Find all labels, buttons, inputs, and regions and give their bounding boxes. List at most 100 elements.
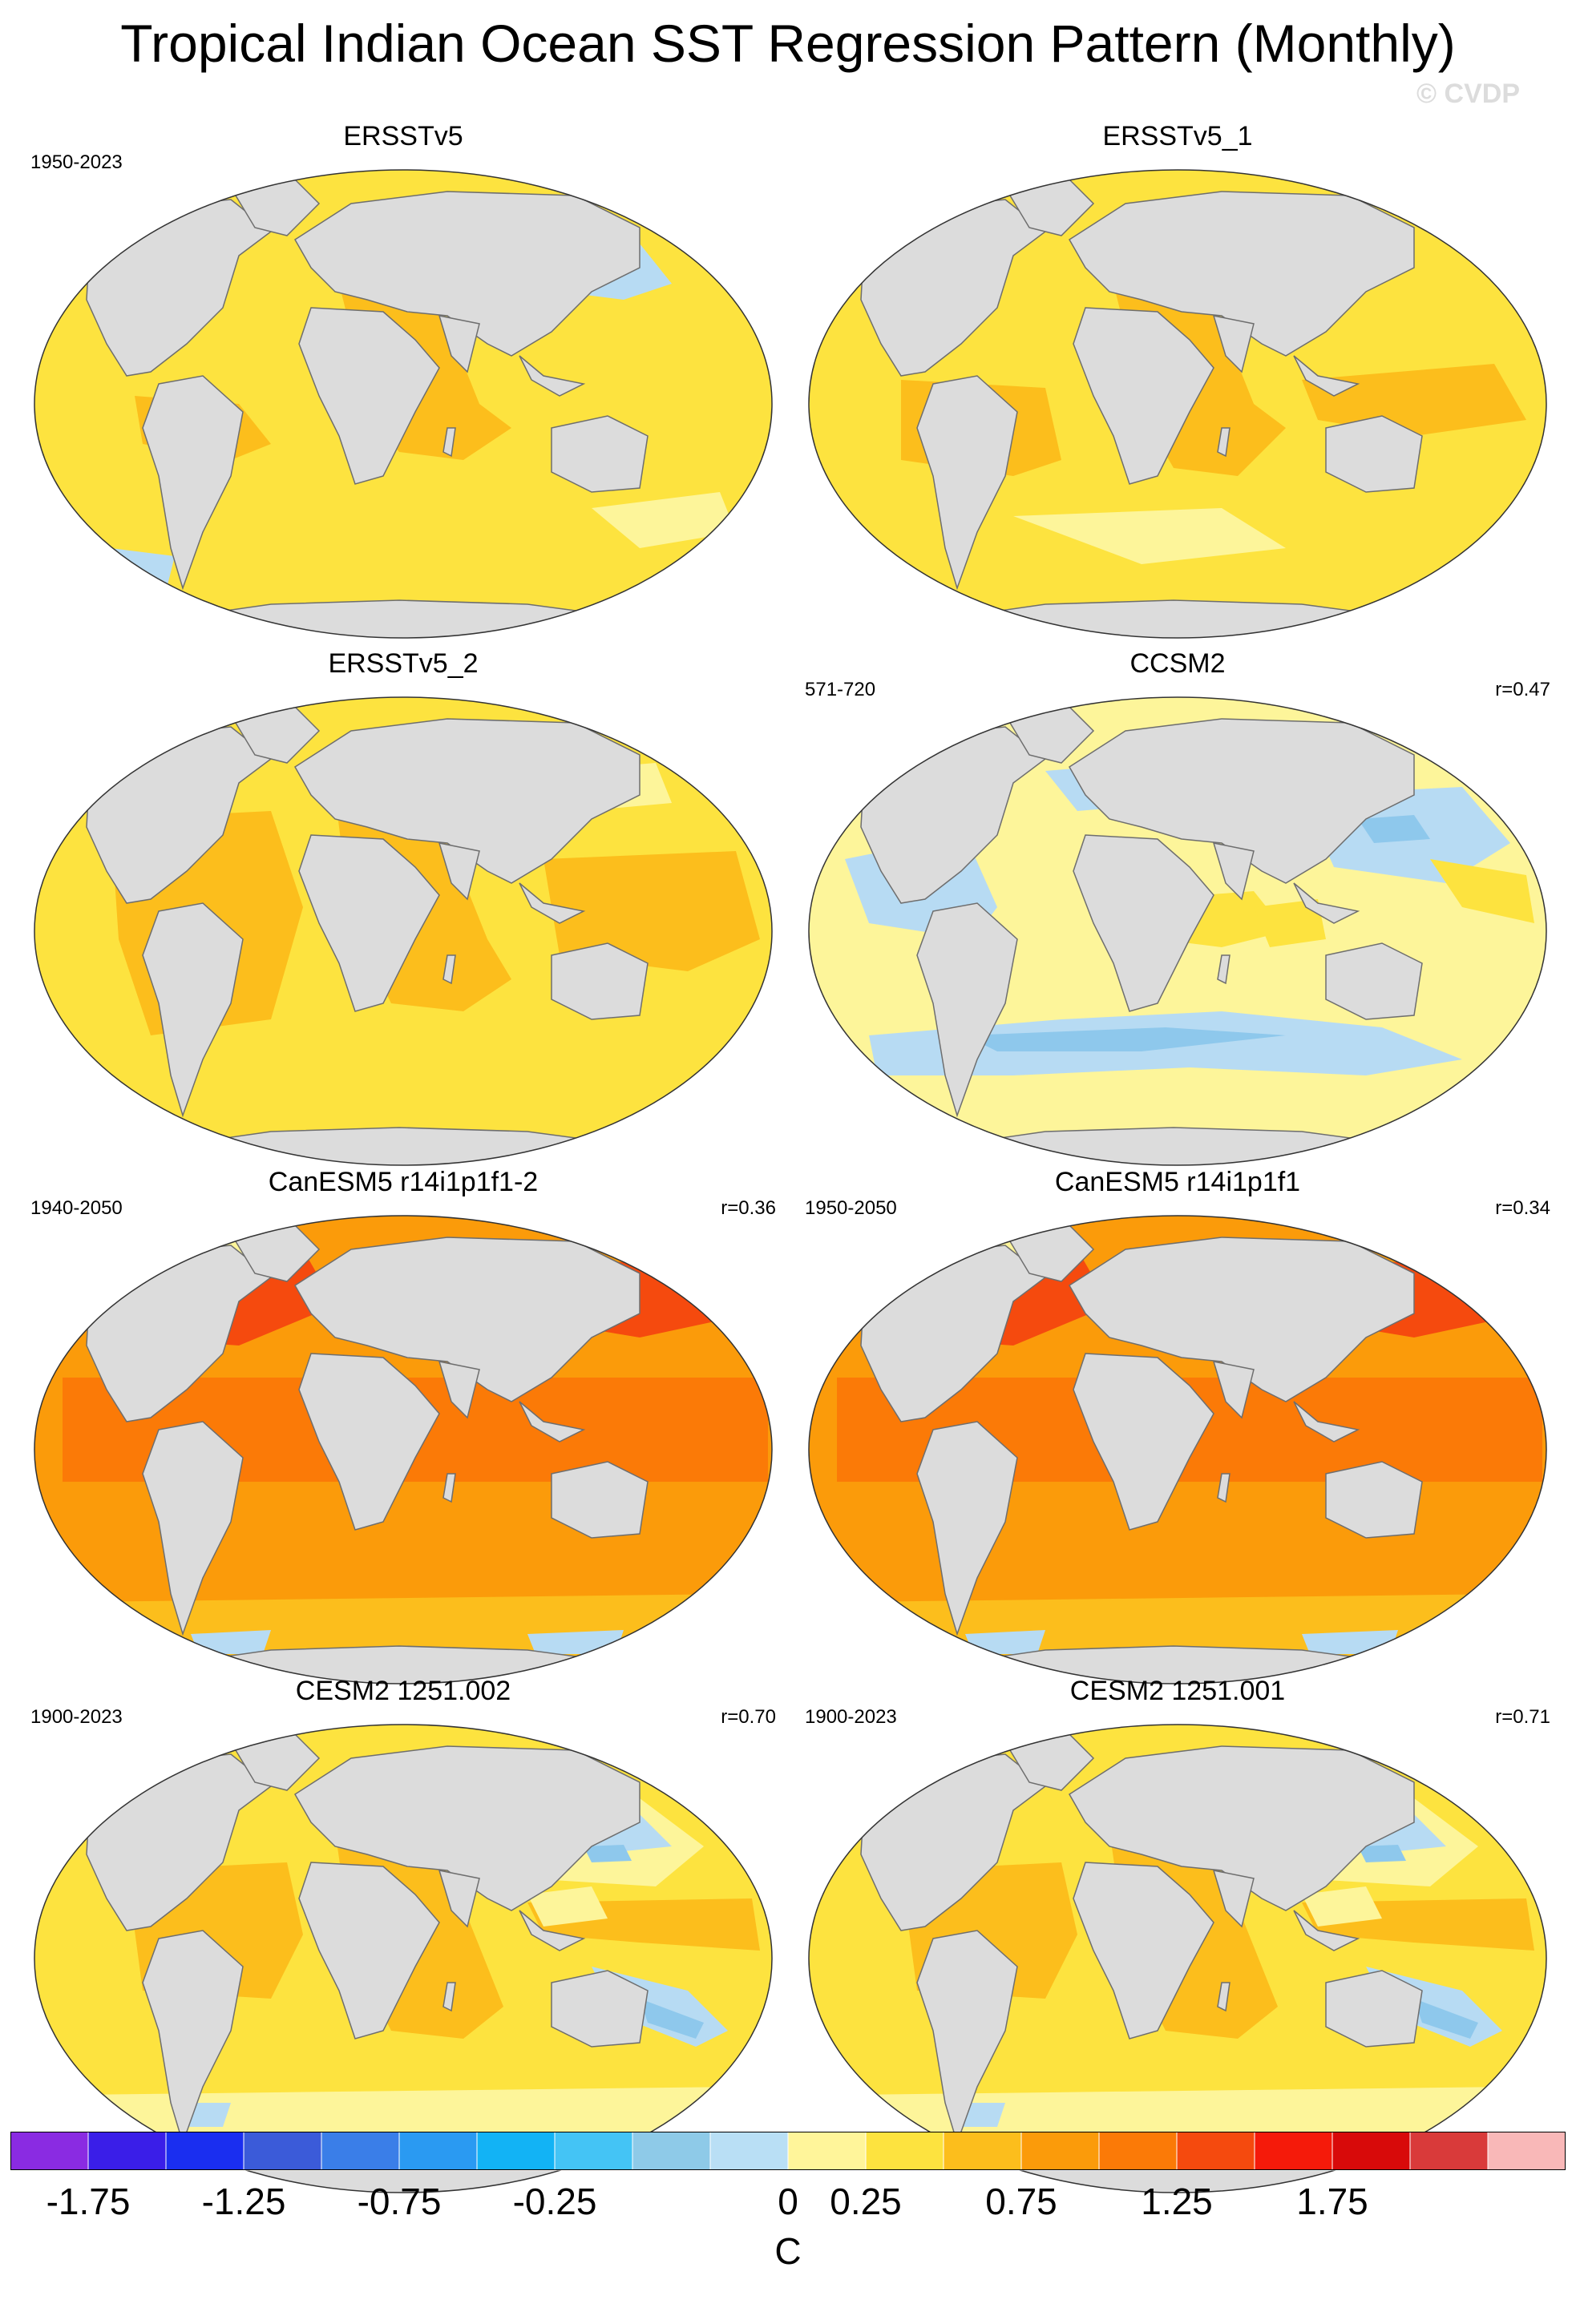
landmass-madagascar (1217, 427, 1230, 458)
landmass-seasia (519, 355, 586, 397)
panel-title: CCSM2 (1129, 648, 1226, 679)
sst-map (34, 169, 773, 639)
watermark: © CVDP (1416, 79, 1520, 109)
colorbar-swatch (1254, 2132, 1333, 2171)
landmass-india (1212, 1361, 1255, 1419)
landmass-seasia (1293, 355, 1360, 397)
map-border (808, 169, 1547, 639)
landmass-seasia (519, 1401, 586, 1442)
map-border (34, 1215, 773, 1684)
landmass-india (1212, 1870, 1255, 1928)
landmass-africa (298, 1353, 440, 1531)
landmass-samerica (142, 375, 244, 591)
landmass-eurasia (1068, 718, 1415, 884)
landmass-africa (1073, 834, 1214, 1012)
landmass-madagascar (442, 954, 456, 985)
colorbar-swatch (87, 2132, 167, 2171)
colorbar-swatch (632, 2132, 711, 2171)
sst-anomaly-region (1414, 1999, 1478, 2039)
panel-title: CanESM5 r14i1p1f1 (1054, 1167, 1301, 1197)
colorbar-swatch (1487, 2132, 1566, 2171)
landmass-africa (1073, 1353, 1214, 1531)
colorbar-swatch (943, 2132, 1022, 2171)
landmass-madagascar (1217, 1982, 1230, 2012)
panel-correlation: r=0.71 (1495, 1706, 1550, 1728)
sst-map (808, 1215, 1547, 1684)
landmass-seasia (1293, 882, 1360, 924)
sst-anomaly-region (965, 1027, 1286, 1051)
landmass-india (438, 315, 480, 373)
colorbar-tick-label: 0.75 (985, 2181, 1057, 2222)
landmass-eurasia (1068, 191, 1415, 357)
landmass-seasia (1293, 1910, 1360, 1951)
sst-anomaly-region (527, 1886, 608, 1927)
colorbar-tick-label: -0.75 (357, 2181, 442, 2222)
panel-title: ERSSTv5 (343, 121, 463, 151)
landmass-india (438, 842, 480, 901)
sst-anomaly-region (1302, 1630, 1398, 1654)
landmass-australia (551, 1461, 649, 1539)
panel-title: CESM2 1251.001 (1069, 1676, 1286, 1706)
landmass-madagascar (442, 1982, 456, 2012)
landmass-australia (551, 1970, 649, 2048)
landmass-australia (1325, 1970, 1423, 2048)
panel-title: CESM2 1251.002 (295, 1676, 511, 1706)
landmass-samerica (142, 1421, 244, 1636)
colorbar-swatch (787, 2132, 867, 2171)
colorbar-swatch (1332, 2132, 1411, 2171)
landmass-madagascar (442, 1473, 456, 1503)
map-border (34, 696, 773, 1166)
landmass-samerica (916, 375, 1018, 591)
colorbar-swatch (165, 2132, 244, 2171)
panel-period: 1900-2023 (30, 1706, 123, 1728)
colorbar-tick-label: 1.75 (1296, 2181, 1368, 2222)
landmass-samerica (916, 1930, 1018, 2145)
panel-title: ERSSTv5_1 (1102, 121, 1253, 151)
sst-anomaly-region (1358, 1845, 1406, 1862)
map-panel: ERSSTv5 1950-2023 (30, 120, 776, 673)
landmass-australia (551, 415, 649, 493)
sst-anomaly-region (191, 1630, 271, 1654)
panel-correlation: r=0.34 (1495, 1197, 1550, 1219)
landmass-india (438, 1361, 480, 1419)
landmass-samerica (916, 902, 1018, 1118)
colorbar-tick-label: 0 (778, 2181, 798, 2222)
map-panel: CanESM5 r14i1p1f1 1950-2050 r=0.34 (805, 1166, 1550, 1719)
sst-map (34, 696, 773, 1166)
landmass-madagascar (1217, 954, 1230, 985)
landmass-eurasia (293, 718, 641, 884)
panel-period: 1940-2050 (30, 1197, 123, 1219)
landmass-africa (1073, 1862, 1214, 2040)
landmass-eurasia (293, 1237, 641, 1402)
sst-anomaly-region (544, 851, 760, 971)
panel-correlation: r=0.47 (1495, 679, 1550, 700)
sst-anomaly-region (584, 1845, 632, 1862)
landmass-india (1212, 315, 1255, 373)
sst-map (808, 169, 1547, 639)
landmass-seasia (1293, 1401, 1360, 1442)
landmass-eurasia (1068, 1237, 1415, 1402)
colorbar-swatch (1020, 2132, 1100, 2171)
map-border (808, 1724, 1547, 2193)
landmass-africa (1073, 307, 1214, 485)
panel-title: ERSSTv5_2 (328, 648, 479, 679)
sst-anomaly-region (527, 1630, 624, 1654)
map-border (808, 1215, 1547, 1684)
landmass-eurasia (1068, 1745, 1415, 1911)
sst-anomaly-region (1302, 1886, 1382, 1927)
landmass-australia (551, 942, 649, 1020)
colorbar (10, 2132, 1566, 2171)
landmass-india (438, 1870, 480, 1928)
landmass-madagascar (442, 427, 456, 458)
colorbar-tick-label: 0.25 (830, 2181, 902, 2222)
landmass-africa (298, 1862, 440, 2040)
landmass-india (1212, 842, 1255, 901)
map-panel: CCSM2 571-720 r=0.47 (805, 648, 1550, 1200)
landmass-madagascar (1217, 1473, 1230, 1503)
sst-anomaly-region (640, 1999, 704, 2039)
colorbar-swatch (554, 2132, 633, 2171)
sst-anomaly-region (1302, 364, 1526, 436)
sst-map (808, 1724, 1547, 2193)
landmass-eurasia (293, 1745, 641, 1911)
map-border (808, 696, 1547, 1166)
